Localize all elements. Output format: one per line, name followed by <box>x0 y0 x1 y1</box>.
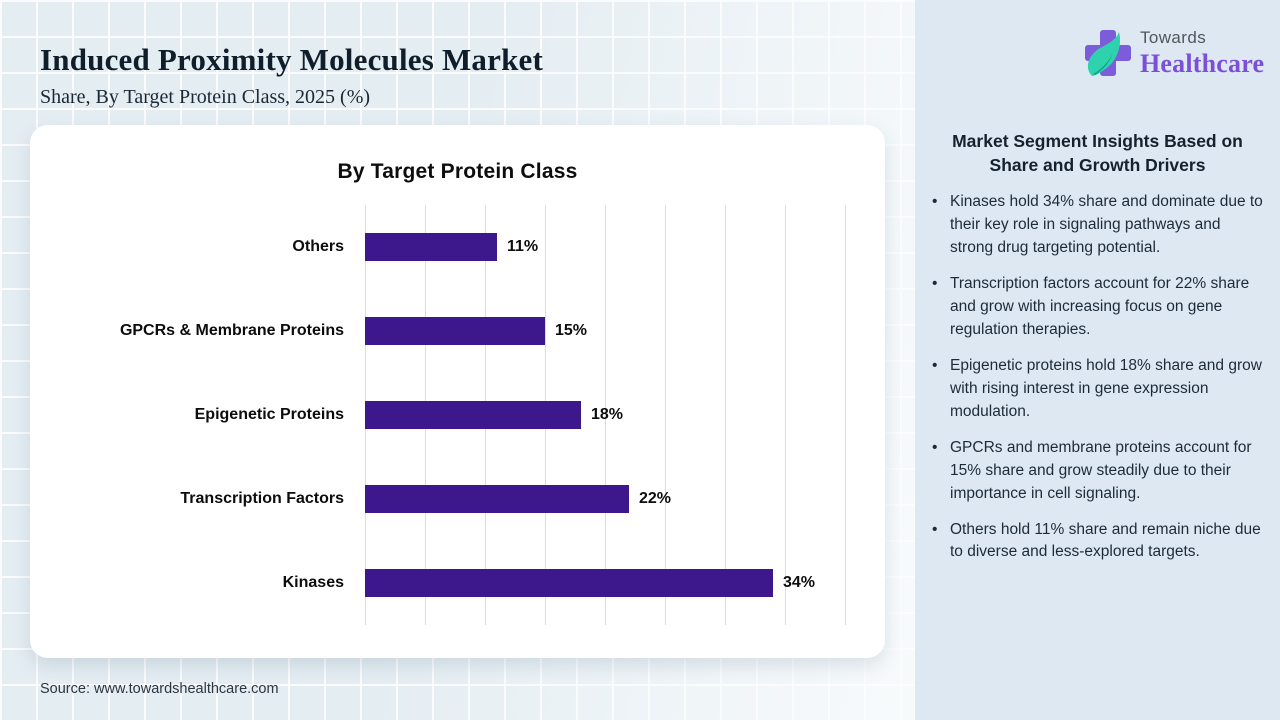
page-title: Induced Proximity Molecules Market <box>40 42 544 77</box>
bar-track: 11% <box>365 233 845 261</box>
bar-row: Others 11% <box>30 205 885 289</box>
bar-row: GPCRs & Membrane Proteins 15% <box>30 289 885 373</box>
bullet-text: Kinases hold 34% share and dominate due … <box>950 193 1263 257</box>
bar <box>365 401 581 429</box>
bullet-text: GPCRs and membrane proteins account for … <box>950 438 1252 502</box>
bullet-text: Epigenetic proteins hold 18% share and g… <box>950 356 1262 420</box>
insights-panel: Towards Healthcare Market Segment Insigh… <box>915 0 1280 720</box>
bar-row: Transcription Factors 22% <box>30 457 885 541</box>
bar <box>365 485 629 513</box>
bar <box>365 233 497 261</box>
bar-row: Kinases 34% <box>30 541 885 625</box>
bar-row: Epigenetic Proteins 18% <box>30 373 885 457</box>
insight-item: • Epigenetic proteins hold 18% share and… <box>930 355 1265 424</box>
bar-track: 18% <box>365 401 845 429</box>
bullet-icon: • <box>932 438 938 456</box>
bar-track: 22% <box>365 485 845 513</box>
source-text: Source: www.towardshealthcare.com <box>40 681 279 697</box>
bar-category-label: Epigenetic Proteins <box>194 406 344 423</box>
bar-track: 34% <box>365 569 845 597</box>
logo-towards-text: Towards <box>1140 28 1207 47</box>
bullet-icon: • <box>932 193 938 211</box>
insight-item: • Kinases hold 34% share and dominate du… <box>930 191 1265 260</box>
bar-rows: Others 11% GPCRs & Membrane Proteins 15%… <box>30 205 885 625</box>
bar <box>365 317 545 345</box>
page-subtitle: Share, By Target Protein Class, 2025 (%) <box>40 86 371 108</box>
bar-category-label: Transcription Factors <box>180 490 344 507</box>
bar-value-label: 18% <box>591 406 624 423</box>
insights-heading: Market Segment Insights Based on Share a… <box>952 131 1243 175</box>
insight-item: • Transcription factors account for 22% … <box>930 273 1265 342</box>
chart-title: By Target Protein Class <box>337 160 578 183</box>
bullet-icon: • <box>932 520 938 538</box>
insight-item: • GPCRs and membrane proteins account fo… <box>930 437 1265 506</box>
bar-category-label: Others <box>292 238 344 255</box>
medical-cross-leaf-icon <box>1080 26 1136 84</box>
bar <box>365 569 773 597</box>
bar-category-label: Kinases <box>282 574 344 591</box>
bullet-icon: • <box>932 356 938 374</box>
chart-card: By Target Protein Class Others 11% GPCRs… <box>30 125 885 658</box>
bar-value-label: 15% <box>555 322 588 339</box>
brand-logo: Towards Healthcare <box>1080 26 1264 84</box>
logo-healthcare-text: Healthcare <box>1140 49 1265 78</box>
insights-list: • Kinases hold 34% share and dominate du… <box>930 191 1265 564</box>
logo-words: Towards Healthcare <box>1140 28 1264 79</box>
bullet-text: Others hold 11% share and remain niche d… <box>950 520 1261 561</box>
bar-track: 15% <box>365 317 845 345</box>
insight-item: • Others hold 11% share and remain niche… <box>930 519 1265 565</box>
bullet-icon: • <box>932 275 938 293</box>
bar-value-label: 22% <box>639 490 672 507</box>
bar-category-label: GPCRs & Membrane Proteins <box>119 322 344 339</box>
bullet-text: Transcription factors account for 22% sh… <box>950 275 1250 338</box>
bar-value-label: 11% <box>507 238 539 255</box>
bar-value-label: 34% <box>783 574 816 591</box>
